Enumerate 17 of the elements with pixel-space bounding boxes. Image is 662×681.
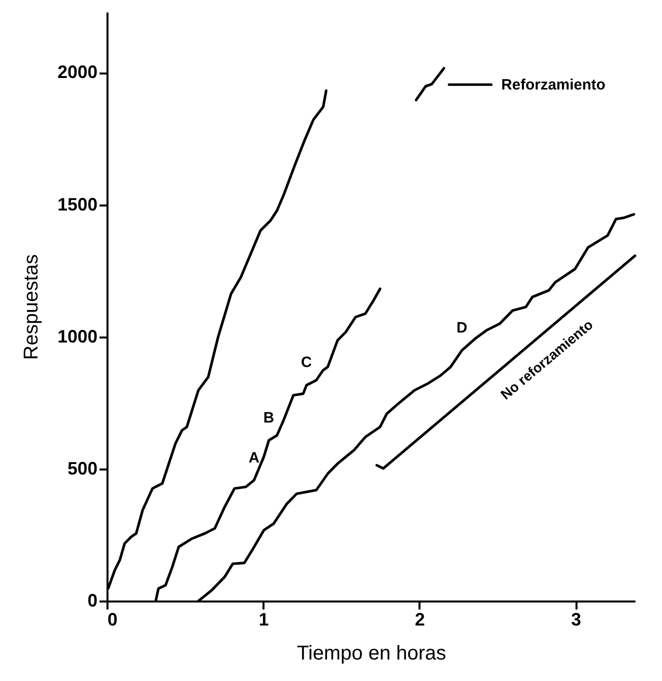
annotation: C xyxy=(301,354,312,372)
annotation: D xyxy=(456,319,468,336)
x-tick-label: 1 xyxy=(258,610,269,630)
x-tick-label: 2 xyxy=(414,610,425,630)
line-series xyxy=(414,66,446,102)
x-tick-label: 3 xyxy=(571,610,582,630)
y-tick-label: 0 xyxy=(87,590,98,610)
y-tick-label: 500 xyxy=(67,458,98,478)
y-tick-label: 2000 xyxy=(57,62,98,82)
y-tick-label: 1000 xyxy=(57,326,98,346)
x-axis-title: Tiempo en horas xyxy=(296,642,446,664)
x-tick-label: 0 xyxy=(108,610,118,630)
annotation: Reforzamiento xyxy=(501,76,606,94)
y-axis-title: Respuestas xyxy=(20,254,42,360)
annotation: B xyxy=(263,409,274,426)
annotation: A xyxy=(248,449,260,466)
y-tick-label: 1500 xyxy=(57,194,98,214)
